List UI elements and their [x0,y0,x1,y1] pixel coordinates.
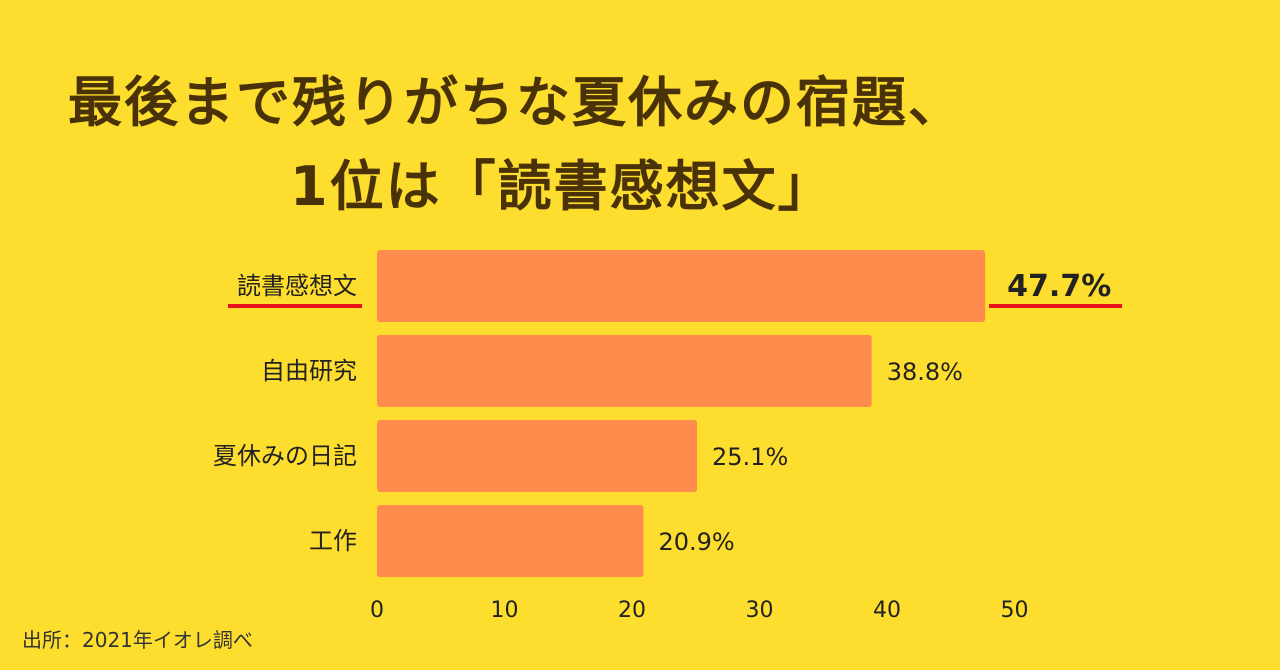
chart-title-line-1: 最後まで残りがちな夏休みの宿題、 [68,71,964,134]
value-label-1: 38.8% [887,358,963,386]
category-label-1: 自由研究 [261,357,357,385]
value-label-0: 47.7% [1007,269,1111,304]
x-tick-0: 0 [370,598,384,623]
x-tick-5: 50 [1001,598,1029,623]
x-tick-2: 20 [618,598,646,623]
x-tick-4: 40 [873,598,901,623]
x-tick-1: 10 [491,598,519,623]
category-label-3: 工作 [309,527,357,555]
chart-title-line-2: 1位は「読書感想文」 [290,155,834,218]
category-label-2: 夏休みの日記 [213,442,357,470]
x-tick-3: 30 [746,598,774,623]
category-label-0: 読書感想文 [237,272,357,300]
source-note: 出所：2021年イオレ調べ [22,628,253,652]
bar-0 [377,250,986,322]
value-label-2: 25.1% [712,443,788,471]
bar-1 [377,335,872,407]
bar-3 [377,505,644,577]
value-label-3: 20.9% [658,528,734,556]
bar-2 [377,420,698,492]
